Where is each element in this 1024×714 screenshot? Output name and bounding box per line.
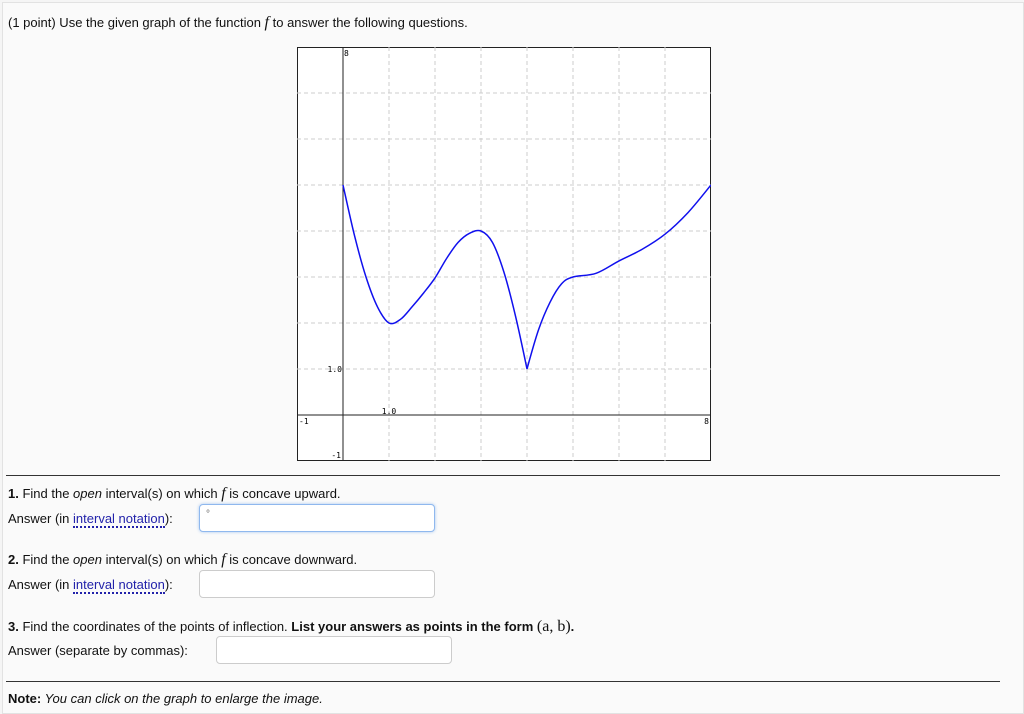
interval-notation-link[interactable]: interval notation [73,577,165,594]
divider [6,681,1000,682]
function-curve [342,184,711,370]
divider [6,475,1000,476]
question-1: 1. Find the open interval(s) on which f … [8,485,341,502]
problem-header: (1 point) Use the given graph of the fun… [8,14,468,32]
note: Note: You can click on the graph to enla… [8,691,323,706]
answer-2-label: Answer (in interval notation): [8,577,173,594]
question-3: 3. Find the coordinates of the points of… [8,618,575,635]
x-min-label: -1 [299,417,309,426]
function-symbol: f [264,14,269,31]
graph-frame [297,47,711,461]
y-tick-label: 1.0 [328,365,343,374]
y-min-label: -1 [331,451,341,460]
function-graph[interactable]: -1 8 8 -1 1.0 1.0 [297,47,711,461]
answer-1-label: Answer (in interval notation): [8,511,173,528]
answer-3-label: Answer (separate by commas): [8,643,188,658]
y-max-label: 8 [344,49,349,58]
header-text: (1 point) Use the given graph of the fun… [8,15,265,30]
interval-notation-link[interactable]: interval notation [73,511,165,528]
answer-3-input[interactable] [216,636,452,664]
answer-2-input[interactable] [199,570,435,598]
header-text-end: to answer the following questions. [269,15,468,30]
x-tick-label: 1.0 [382,407,397,416]
x-max-label: 8 [704,417,709,426]
answer-1-input[interactable]: ° [199,504,435,532]
question-2: 2. Find the open interval(s) on which f … [8,551,358,568]
